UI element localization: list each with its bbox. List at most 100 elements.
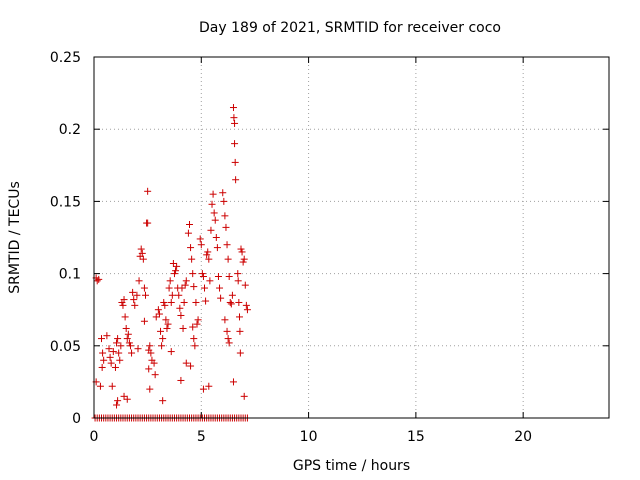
- data-point: [185, 221, 193, 229]
- y-tick-label: 0.2: [59, 122, 81, 138]
- data-point: [192, 298, 200, 306]
- data-point: [109, 348, 117, 356]
- x-tick-label: 20: [514, 429, 532, 445]
- data-point: [113, 401, 121, 409]
- data-point: [172, 267, 180, 275]
- data-point: [113, 339, 121, 347]
- data-point: [167, 298, 175, 306]
- data-point: [190, 283, 198, 291]
- data-point: [243, 306, 251, 314]
- data-point: [159, 335, 167, 343]
- data-points: [91, 104, 251, 422]
- data-point: [121, 313, 129, 321]
- data-point: [133, 291, 141, 299]
- data-point: [100, 356, 108, 364]
- data-point: [236, 327, 244, 335]
- data-point: [223, 241, 231, 249]
- data-point: [162, 316, 170, 324]
- data-point: [114, 397, 122, 405]
- data-point: [205, 255, 213, 263]
- data-point: [142, 291, 149, 299]
- y-tick-label: 0.05: [50, 339, 81, 355]
- data-point: [147, 349, 155, 357]
- data-point: [95, 275, 103, 283]
- data-point: [115, 349, 123, 357]
- data-point: [191, 342, 199, 350]
- data-point: [166, 277, 174, 285]
- data-point: [182, 277, 190, 285]
- data-point: [214, 272, 222, 280]
- data-point: [175, 291, 183, 299]
- y-tick-label: 0.25: [50, 50, 81, 66]
- data-point: [181, 281, 189, 289]
- data-point: [178, 284, 186, 292]
- data-point: [182, 359, 190, 367]
- data-point: [216, 284, 224, 292]
- data-point: [236, 349, 244, 357]
- x-tick-label: 10: [300, 429, 318, 445]
- data-point: [145, 365, 153, 373]
- data-point: [126, 342, 134, 350]
- data-point: [230, 114, 238, 122]
- data-point: [152, 313, 160, 321]
- data-point: [99, 349, 107, 357]
- data-point: [235, 313, 243, 321]
- tick-layer: 0 5 10 15 20 0 0.05 0.1 0.15 0.2 0.25: [50, 50, 609, 445]
- data-point: [167, 348, 175, 356]
- data-point: [213, 244, 221, 252]
- data-point: [139, 255, 147, 263]
- y-tick-label: 0.1: [59, 267, 81, 283]
- data-point: [125, 339, 133, 347]
- data-point: [219, 189, 227, 197]
- data-point: [225, 272, 233, 280]
- data-point: [119, 301, 127, 309]
- data-point: [223, 327, 231, 335]
- data-point: [151, 371, 159, 379]
- data-point: [199, 272, 207, 280]
- data-point: [124, 330, 132, 338]
- data-point: [93, 277, 101, 285]
- data-point: [234, 277, 242, 285]
- x-tick-label: 0: [90, 429, 99, 445]
- data-point: [146, 342, 154, 350]
- data-point: [129, 288, 137, 296]
- data-point: [231, 119, 239, 127]
- data-point: [176, 304, 184, 312]
- data-point: [203, 251, 211, 259]
- data-point: [189, 323, 197, 331]
- data-point: [123, 335, 131, 343]
- data-point: [226, 298, 234, 306]
- data-point: [224, 335, 232, 343]
- data-point: [241, 281, 249, 289]
- data-point: [194, 316, 202, 324]
- data-point: [242, 301, 250, 309]
- data-point: [150, 359, 158, 367]
- data-point: [240, 392, 248, 400]
- data-point: [154, 306, 162, 314]
- data-point: [107, 359, 115, 367]
- data-point: [190, 335, 198, 343]
- data-point: [207, 226, 215, 234]
- y-tick-label: 0.15: [50, 194, 81, 210]
- data-point: [106, 353, 114, 361]
- data-point: [231, 140, 239, 148]
- data-point: [96, 382, 104, 390]
- data-point: [144, 187, 152, 195]
- data-point: [221, 316, 229, 324]
- data-point: [108, 382, 116, 390]
- data-point: [238, 248, 246, 256]
- data-point: [161, 301, 169, 309]
- data-point: [239, 258, 247, 266]
- data-point: [184, 229, 192, 237]
- data-point: [128, 349, 136, 357]
- data-point: [199, 385, 207, 393]
- data-point: [221, 212, 229, 220]
- data-point: [234, 270, 242, 278]
- data-point: [197, 241, 205, 249]
- data-point: [123, 395, 131, 403]
- data-point: [193, 320, 201, 328]
- data-point: [114, 335, 122, 343]
- data-point: [231, 158, 239, 166]
- data-point: [202, 297, 210, 305]
- x-tick-label: 15: [407, 429, 425, 445]
